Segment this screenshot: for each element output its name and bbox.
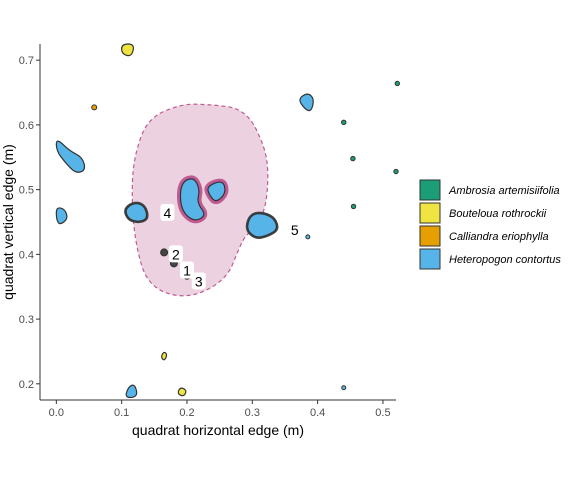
legend-item: Ambrosia artemisiifolia <box>419 179 560 201</box>
y-axis-title: quadrat vertical edge (m) <box>0 144 16 300</box>
plant-shape <box>207 181 226 202</box>
focal-label: 3 <box>191 272 206 290</box>
plant-polygon <box>204 178 229 205</box>
legend-item: Heteropogon contortus <box>419 248 561 270</box>
x-tick-label: 0.5 <box>375 407 390 419</box>
plant-polygon <box>121 43 134 57</box>
x-tick-label: 0.3 <box>245 407 260 419</box>
focal-label-text: 4 <box>163 205 171 221</box>
legend-label: Ambrosia artemisiifolia <box>448 185 560 197</box>
plant-shape <box>177 387 187 397</box>
y-tick-label: 0.5 <box>19 185 34 197</box>
legend-swatch <box>419 248 441 270</box>
focal-label-box <box>287 220 302 238</box>
focal-label-layer: 123 4 5 <box>160 203 302 290</box>
plant-shape <box>247 213 278 238</box>
plant-polygon <box>125 384 138 399</box>
focal-label-box <box>160 203 175 221</box>
plant-shape <box>55 207 68 225</box>
legend-item: Bouteloua rothrockii <box>419 202 547 224</box>
plant-shape <box>121 43 134 57</box>
focal-label: 2 <box>168 245 183 263</box>
plant-polygon <box>245 211 279 239</box>
x-tick-label: 0.2 <box>179 407 194 419</box>
plants-layer <box>55 43 401 399</box>
legend-swatch <box>419 225 441 247</box>
legend-swatch <box>419 202 441 224</box>
focal-label-box <box>168 245 183 263</box>
focal-label-text: 3 <box>195 274 203 290</box>
plant-point <box>350 155 356 162</box>
y-tick-label: 0.3 <box>19 314 34 326</box>
plant-shape <box>299 93 314 112</box>
focal-label-box <box>191 272 206 290</box>
focal-label-box <box>179 261 194 279</box>
x-tick-label: 0.1 <box>114 407 129 419</box>
plant-point <box>305 234 311 240</box>
plant-polygon <box>176 175 208 224</box>
plant-polygon <box>299 93 314 112</box>
legend-swatch <box>419 179 441 201</box>
x-axis-title: quadrat horizontal edge (m) <box>132 422 304 438</box>
plant-shape <box>179 178 205 221</box>
x-tick-label: 0.0 <box>49 407 64 419</box>
plant-shape <box>125 203 148 222</box>
y-tick-label: 0.6 <box>19 120 34 132</box>
legend: Ambrosia artemisiifolia Bouteloua rothroc… <box>419 179 561 270</box>
legend-item: Calliandra eriophylla <box>419 225 549 247</box>
y-tick-label: 0.2 <box>19 379 34 391</box>
focal-label: 5 <box>287 220 302 238</box>
focal-label: 4 <box>160 203 175 221</box>
focal-label: 1 <box>179 261 194 279</box>
plot-area: 123 4 5 <box>55 43 401 399</box>
plant-polygon <box>55 207 68 225</box>
plant-point <box>393 168 399 175</box>
plant-point <box>350 203 357 210</box>
plant-polygon <box>177 387 187 397</box>
plant-point <box>341 385 347 391</box>
plant-point <box>91 104 98 111</box>
focal-label-text: 5 <box>291 222 299 238</box>
plant-polygon <box>161 351 168 361</box>
plant-shape <box>161 351 168 361</box>
legend-label: Heteropogon contortus <box>449 254 561 266</box>
plant-point <box>160 248 169 257</box>
x-axis-ticks: 0.0 0.1 0.2 0.3 0.4 0.5 <box>49 400 391 419</box>
focal-label-text: 2 <box>172 246 180 262</box>
x-tick-label: 0.4 <box>310 407 325 419</box>
y-axis-ticks: 0.2 0.3 0.4 0.5 0.6 0.7 <box>19 55 40 391</box>
plant-polygon <box>124 201 149 224</box>
y-tick-label: 0.7 <box>19 55 34 67</box>
plant-polygon <box>55 140 86 173</box>
focal-label-text: 1 <box>183 263 191 279</box>
plant-point <box>341 119 347 126</box>
y-tick-label: 0.4 <box>19 249 34 261</box>
plant-shape <box>55 140 86 173</box>
legend-label: Bouteloua rothrockii <box>449 208 547 220</box>
plant-shape <box>125 384 138 399</box>
plant-point <box>394 80 401 87</box>
legend-label: Calliandra eriophylla <box>449 231 549 243</box>
